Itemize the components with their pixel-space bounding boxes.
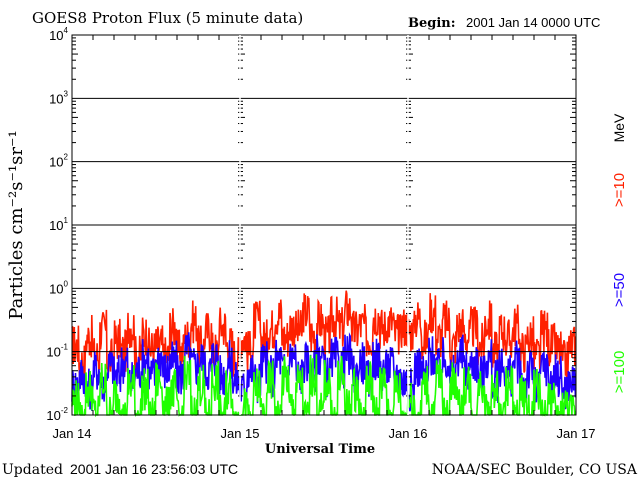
y-tick-exponent: -1 — [61, 343, 69, 352]
unit-label: MeV — [611, 113, 627, 142]
x-axis-label: Universal Time — [265, 442, 375, 457]
legend-ge100: >=100 — [611, 351, 628, 394]
y-tick-label: 101 — [49, 216, 68, 233]
x-tick-label: Jan 17 — [556, 426, 595, 441]
x-tick-label: Jan 16 — [388, 426, 427, 441]
legend-ge10: >=10 — [611, 173, 628, 207]
y-tick-label: 100 — [49, 279, 68, 296]
begin-label: Begin: — [408, 16, 456, 31]
y-tick-exponent: 4 — [64, 26, 69, 35]
y-tick-label: 102 — [49, 153, 68, 170]
series-line-1 — [71, 332, 577, 412]
x-tick-label: Jan 15 — [220, 426, 259, 441]
chart-title: GOES8 Proton Flux (5 minute data) — [32, 9, 303, 27]
y-tick-label: 10-2 — [46, 406, 68, 423]
x-tick-label: Jan 14 — [52, 426, 91, 441]
y-tick-exponent: 1 — [64, 216, 69, 225]
series-line-0 — [71, 290, 577, 384]
y-tick-exponent: 2 — [64, 153, 69, 162]
legend-ge50: >=50 — [611, 273, 628, 307]
y-tick-label: 10-1 — [46, 343, 68, 360]
y-tick-exponent: 3 — [64, 89, 69, 98]
y-tick-exponent: -2 — [61, 406, 69, 415]
series-line-2 — [71, 354, 577, 418]
updated-value: 2001 Jan 16 23:56:03 UTC — [70, 461, 238, 477]
y-tick-label: 104 — [49, 26, 68, 43]
y-tick-label: 103 — [49, 89, 68, 106]
y-axis-label: Particles cm⁻²s⁻¹sr⁻¹ — [6, 130, 27, 319]
y-tick-exponent: 0 — [64, 279, 69, 288]
credit-text: NOAA/SEC Boulder, CO USA — [432, 462, 638, 478]
updated-label: Updated — [2, 462, 63, 478]
begin-value: 2001 Jan 14 0000 UTC — [466, 15, 600, 30]
